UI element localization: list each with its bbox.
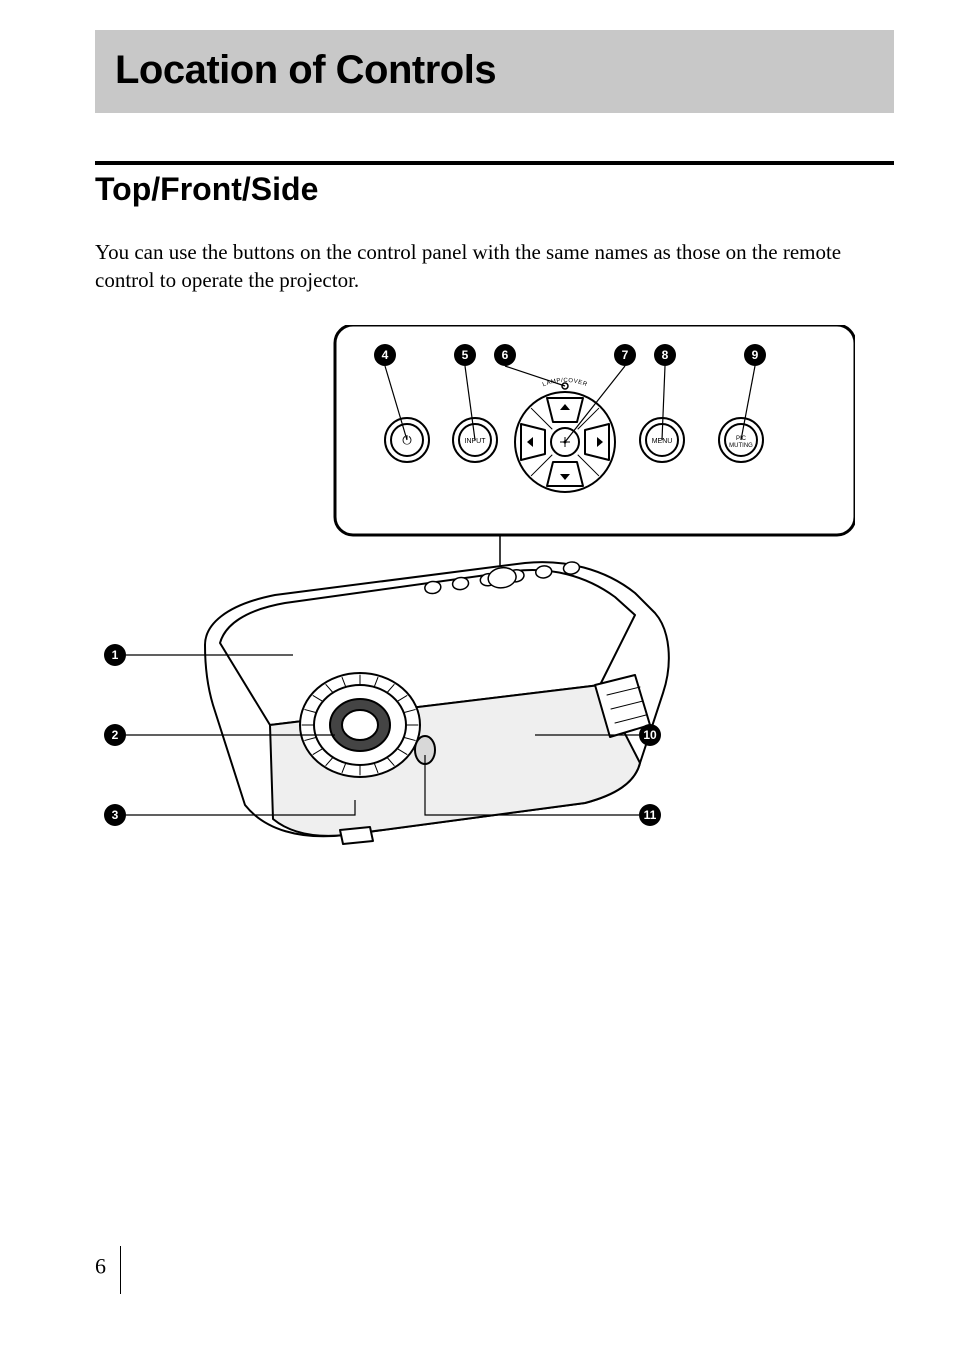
controls-diagram: ⏻INPUTMENUPICMUTINGLAMP/COVER45678912310… <box>95 325 855 875</box>
svg-text:4: 4 <box>382 348 389 362</box>
title-bar: Location of Controls <box>95 30 894 113</box>
svg-text:7: 7 <box>622 348 629 362</box>
page-number-separator <box>120 1246 121 1294</box>
svg-text:11: 11 <box>644 808 657 822</box>
body-paragraph: You can use the buttons on the control p… <box>95 238 875 295</box>
section-subtitle: Top/Front/Side <box>95 171 894 208</box>
section-rule <box>95 161 894 165</box>
svg-text:10: 10 <box>643 728 657 742</box>
page-number-value: 6 <box>95 1254 106 1279</box>
svg-text:3: 3 <box>112 808 119 822</box>
svg-text:1: 1 <box>112 648 119 662</box>
page-number: 6 <box>95 1246 121 1294</box>
svg-text:5: 5 <box>462 348 469 362</box>
page-title: Location of Controls <box>115 48 874 93</box>
svg-text:6: 6 <box>502 348 509 362</box>
svg-text:9: 9 <box>752 348 759 362</box>
svg-text:MUTING: MUTING <box>729 443 753 449</box>
svg-text:⏻: ⏻ <box>402 433 412 447</box>
svg-text:8: 8 <box>662 348 669 362</box>
svg-text:2: 2 <box>112 728 119 742</box>
